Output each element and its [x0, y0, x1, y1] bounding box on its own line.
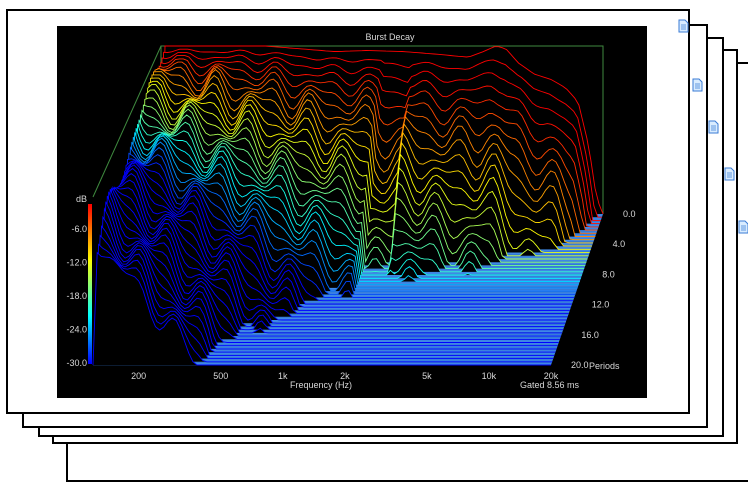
decay-slice-line — [147, 74, 593, 244]
decay-slice-line — [144, 80, 591, 250]
decay-slice-line — [140, 97, 588, 260]
document-icon[interactable] — [678, 19, 689, 33]
decay-slice-line — [127, 141, 578, 289]
decay-slice-line — [151, 66, 597, 234]
depth-tick-label: 20.0 — [571, 360, 589, 370]
x-tick-label: 20k — [544, 371, 559, 381]
x-tick-label: 500 — [213, 371, 228, 381]
x-axis-label: Frequency (Hz) — [290, 380, 352, 390]
document-icon[interactable] — [692, 78, 703, 92]
decay-slice-line — [133, 123, 582, 276]
decay-slice-line — [105, 188, 561, 337]
decay-slice-line — [121, 160, 574, 302]
decay-slice-line — [130, 132, 580, 282]
burst-decay-chart: Burst Decay dB Frequency (Hz) Periods Ga… — [57, 26, 647, 398]
decay-slice-line — [115, 167, 569, 315]
decay-slice-line — [93, 243, 553, 363]
decay-slice-line — [107, 187, 563, 334]
chart-svg: Burst Decay dB Frequency (Hz) Periods Ga… — [66, 32, 635, 390]
x-tick-label: 10k — [482, 371, 497, 381]
decay-slice-line — [135, 113, 585, 270]
z-tick-label: -30.0 — [66, 358, 87, 368]
decay-slice-line — [131, 127, 581, 279]
document-icon[interactable] — [724, 167, 735, 181]
decay-slice-line — [138, 104, 587, 263]
decay-slice-line — [148, 71, 595, 241]
decay-slice-line — [109, 186, 565, 327]
decay-slice-line — [125, 146, 577, 292]
decay-slice-fill — [93, 252, 551, 365]
decay-slice-line — [112, 179, 567, 321]
decay-slice-line — [120, 161, 572, 305]
z-tick-label: -18.0 — [66, 291, 87, 301]
gate-label: Gated 8.56 ms — [520, 380, 580, 390]
decay-slice-line — [150, 68, 596, 237]
depth-tick-label: 4.0 — [613, 239, 626, 249]
z-tick-label: -6.0 — [71, 224, 87, 234]
decay-slice-line — [153, 61, 598, 231]
x-tick-label: 2k — [340, 371, 350, 381]
chart-title: Burst Decay — [365, 32, 415, 42]
decay-slice-line — [156, 55, 600, 225]
x-tick-label: 5k — [422, 371, 432, 381]
decay-slice-line — [137, 109, 586, 267]
decay-slice-line — [101, 201, 558, 347]
decay-slice-line — [141, 89, 589, 257]
depth-tick-label: 16.0 — [581, 330, 599, 340]
x-tick-label: 200 — [131, 371, 146, 381]
decay-slice-line — [124, 152, 576, 295]
decay-slice-line — [134, 119, 584, 273]
decay-slice-line — [159, 48, 602, 218]
decay-slice-line — [96, 224, 555, 356]
decay-slice-line — [98, 215, 556, 353]
z-axis-label: dB — [76, 194, 87, 204]
decay-slice-line — [102, 195, 559, 343]
decay-slice-line — [146, 77, 592, 247]
decay-slices — [92, 45, 604, 366]
decay-slice-line — [128, 136, 579, 286]
decay-slice-fill — [108, 187, 564, 330]
decay-slice-line — [143, 84, 590, 254]
decay-slice-line — [99, 207, 557, 350]
decay-slice-line — [157, 51, 601, 221]
decay-slice-line — [154, 58, 599, 228]
decay-slice-line — [95, 234, 554, 360]
decay-slice-line — [104, 191, 560, 340]
decay-slice-line — [92, 251, 551, 366]
chart-labels: Burst Decay dB Frequency (Hz) Periods Ga… — [66, 32, 635, 390]
depth-tick-label: 8.0 — [602, 269, 615, 279]
document-icon[interactable] — [708, 120, 719, 134]
decay-slice-line — [122, 158, 575, 298]
z-tick-label: -24.0 — [66, 325, 87, 335]
decay-slice-line — [114, 173, 568, 318]
x-tick-label: 1k — [278, 371, 288, 381]
decay-slice-line — [108, 185, 564, 331]
document-icon[interactable] — [738, 220, 748, 234]
decay-slice-line — [111, 186, 566, 324]
depth-axis-label: Periods — [589, 361, 620, 371]
decay-slice-line — [160, 45, 604, 215]
decay-slice-line — [117, 164, 570, 311]
depth-tick-label: 0.0 — [623, 209, 636, 219]
left-wall-edge — [92, 45, 162, 198]
depth-tick-label: 12.0 — [592, 300, 610, 310]
z-tick-label: -12.0 — [66, 258, 87, 268]
colorbar — [88, 204, 92, 364]
decay-slice-line — [118, 162, 571, 308]
